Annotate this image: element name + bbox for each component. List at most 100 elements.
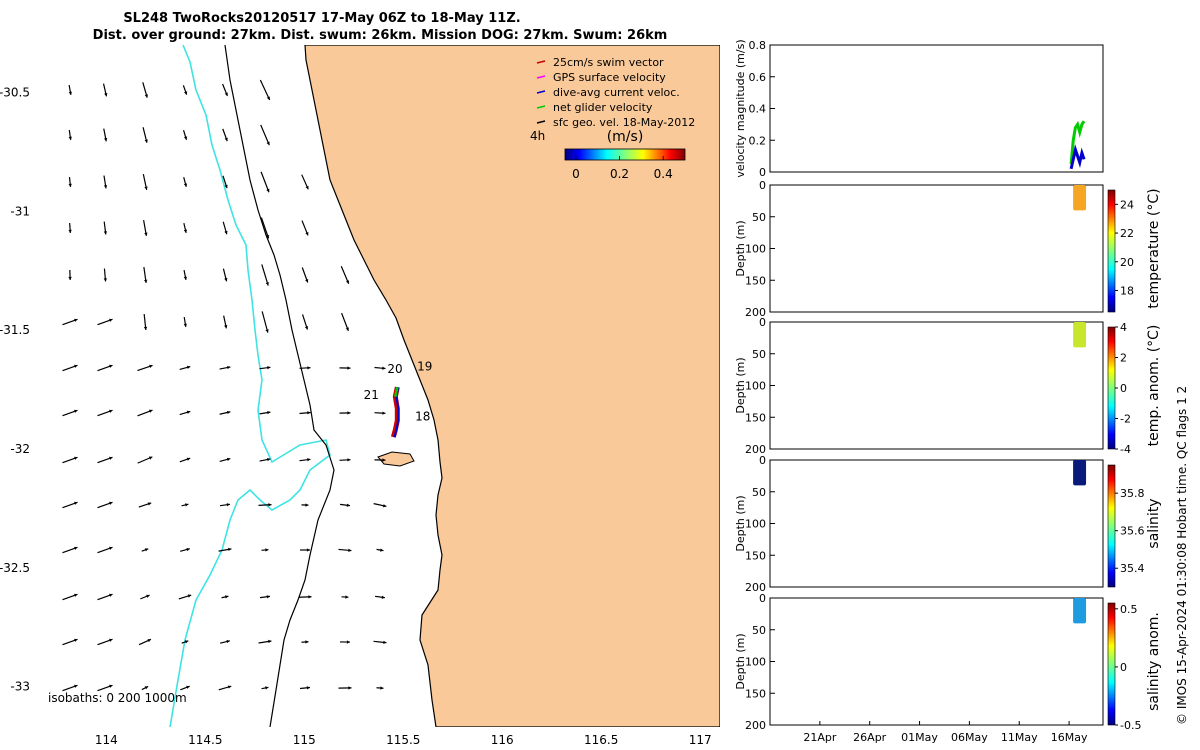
current-vector <box>143 313 148 331</box>
current-vector <box>183 222 188 234</box>
current-vector <box>182 130 188 140</box>
current-vector <box>183 269 188 281</box>
map-colorbar-tick: 0.2 <box>610 167 629 181</box>
current-vector <box>103 128 108 142</box>
current-vector <box>260 171 270 193</box>
current-vector <box>260 217 270 239</box>
map-colorbar-tick: 0.4 <box>654 167 673 181</box>
current-vector <box>97 364 113 372</box>
depth-ylabel: Depth (m) <box>734 220 747 276</box>
map-lon-ticks: 114 114.5 115 115.5 116 116.5 117 <box>95 733 712 747</box>
current-vector <box>339 366 351 370</box>
depth-ytick: 200 <box>745 581 766 594</box>
current-vector <box>97 409 113 417</box>
velocity-series-line <box>1069 144 1086 170</box>
map-lat-tick-label: -32 <box>10 442 30 456</box>
current-vector <box>218 547 232 552</box>
current-vector <box>103 268 107 282</box>
current-vector <box>181 503 189 507</box>
colorbar-tick: 35.4 <box>1120 562 1145 575</box>
current-vector <box>374 595 386 599</box>
time-label: 4h <box>530 129 545 143</box>
current-vector <box>222 83 228 97</box>
current-vector <box>62 501 78 509</box>
time-tick: 11May <box>1001 731 1038 744</box>
legend-entry: dive-avg current veloc. <box>536 86 680 99</box>
map-lat-tick-label: -32.5 <box>0 561 30 575</box>
map-lon-tick-label: 114 <box>95 733 118 747</box>
colorbar-tick: 0 <box>1120 661 1127 674</box>
map-lon-tick-label: 117 <box>689 733 712 747</box>
current-vector <box>62 364 78 372</box>
current-vector <box>180 685 190 691</box>
depth-ytick: 0 <box>759 454 766 467</box>
velocity-ytick: 0.8 <box>749 39 767 52</box>
depth-ytick: 100 <box>745 380 766 393</box>
current-vector <box>341 312 349 332</box>
colorbar-tick: 35.8 <box>1120 487 1145 500</box>
current-vector <box>261 264 269 286</box>
current-vector <box>141 548 149 552</box>
depth-panel-salinity: 0 50 100 150 200 Depth (m) 35.8 35.6 35.4 salinit… <box>734 454 1162 594</box>
current-vector <box>97 638 113 646</box>
current-vector <box>103 175 108 189</box>
depth-axes-box <box>769 459 1104 588</box>
current-vector <box>222 221 228 235</box>
colorbar-tick: 20 <box>1120 256 1134 269</box>
current-vector <box>219 410 231 415</box>
current-vector <box>219 503 231 507</box>
map-lon-tick-label: 116.5 <box>584 733 618 747</box>
depth-ytick: 100 <box>745 656 766 669</box>
colorbar-tick: -2 <box>1120 413 1131 426</box>
current-vector <box>259 79 271 101</box>
velocity-series-line <box>1069 120 1086 165</box>
current-vector <box>259 457 271 462</box>
depth-ytick: 0 <box>759 316 766 329</box>
depth-ylabel: Depth (m) <box>734 357 747 413</box>
colorbar-tick: -0.5 <box>1120 719 1141 732</box>
current-vector <box>341 595 349 599</box>
time-tick: 16May <box>1051 731 1088 744</box>
colorbar-tick: 0.5 <box>1120 603 1138 616</box>
current-vector <box>62 593 78 601</box>
glider-track <box>390 386 400 438</box>
map-colorbar-label: (m/s) <box>607 129 644 145</box>
current-vector <box>179 410 191 416</box>
depth-colorbar <box>1107 464 1116 588</box>
map-colorbar-tick: 0 <box>572 167 580 181</box>
legend-label: 25cm/s swim vector <box>553 56 664 69</box>
map-lon-tick-label: 115.5 <box>386 733 420 747</box>
current-vector <box>376 548 384 552</box>
isobath-1000m <box>169 45 331 727</box>
current-vector <box>301 174 309 190</box>
time-tick: 26Apr <box>853 731 887 744</box>
depth-ytick: 50 <box>752 486 766 499</box>
legend-entry: 25cm/s swim vector <box>536 56 664 69</box>
current-vector <box>301 503 309 507</box>
current-vector <box>138 502 152 508</box>
depth-colorbar <box>1107 189 1116 313</box>
colorbar-tick: 35.6 <box>1120 525 1145 538</box>
legend-label: dive-avg current veloc. <box>553 86 680 99</box>
current-vector <box>68 222 72 234</box>
current-vector <box>338 686 352 690</box>
map-lat-ticks: -30.5 -31 -31.5 -32 -32.5 -33 <box>0 86 30 694</box>
current-vector <box>138 638 152 646</box>
current-vector <box>258 503 272 507</box>
current-vector <box>299 366 311 370</box>
current-vector <box>301 267 309 283</box>
current-vector <box>142 174 148 190</box>
current-vector <box>259 366 271 370</box>
current-vector <box>301 640 309 644</box>
current-vector <box>103 221 108 235</box>
map-lat-tick-label: -33 <box>10 680 30 694</box>
current-vector <box>97 593 113 601</box>
rottnest-island <box>377 451 415 467</box>
depth-ytick: 150 <box>745 274 766 287</box>
current-vector <box>97 684 113 692</box>
colorbar-tick: -4 <box>1120 443 1131 456</box>
current-vector <box>298 595 312 599</box>
current-vector <box>140 594 150 600</box>
